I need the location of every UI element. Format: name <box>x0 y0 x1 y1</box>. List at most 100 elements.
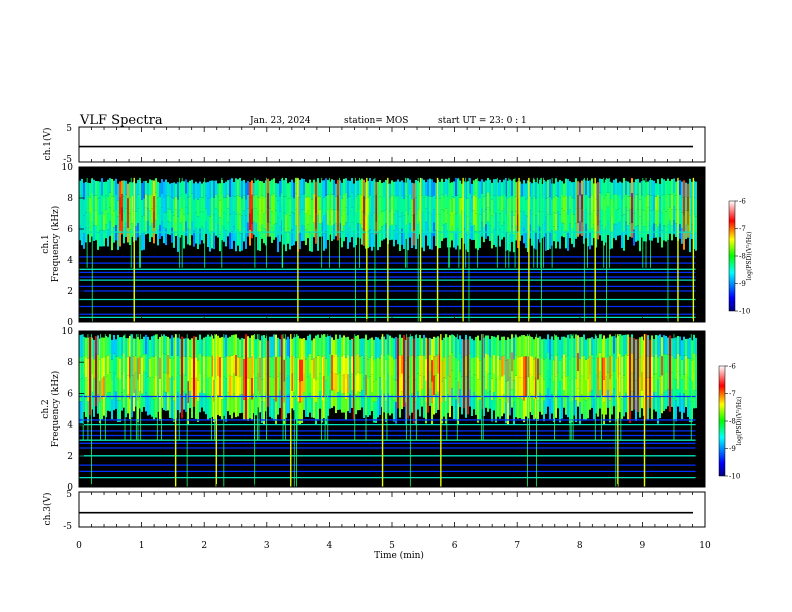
spectrogram-cell <box>163 353 165 373</box>
spectrogram-cell <box>695 216 697 234</box>
spectrogram-cell <box>663 225 665 241</box>
spectrogram-cell <box>183 356 185 375</box>
spectrogram-cell <box>131 334 133 356</box>
spectrogram-cell <box>449 198 451 216</box>
spectrogram-cell <box>319 355 321 374</box>
spectrogram-cell <box>407 214 409 233</box>
spectrogram-cell <box>487 373 489 393</box>
spectrogram-cell <box>111 399 113 420</box>
spectrogram-cell <box>101 337 103 358</box>
spectrogram-cell <box>597 357 599 378</box>
x-tick-label: 8 <box>577 541 583 551</box>
spectrogram-cell <box>119 213 121 231</box>
spectrogram-cell <box>607 178 609 193</box>
spectrogram-cell <box>237 357 239 378</box>
spectrogram-cell <box>193 353 195 372</box>
spectrogram-cell <box>151 336 153 357</box>
spectrogram-cell <box>337 356 339 375</box>
spectrogram-cell <box>219 357 221 377</box>
spectrogram-cell <box>489 179 491 196</box>
spectrogram-cell <box>649 195 651 211</box>
spectrogram-cell <box>263 401 265 425</box>
spectrogram-cell <box>377 216 379 234</box>
spectrogram-cell <box>579 380 581 403</box>
spectrogram-cell <box>525 376 527 397</box>
spectrogram-cell <box>461 339 463 358</box>
spectrogram-cell <box>337 194 339 211</box>
spectrogram-cell <box>493 355 495 374</box>
spectrogram-cell <box>227 194 229 209</box>
spectrogram-cell <box>185 221 187 236</box>
spectrogram-cell <box>123 335 125 354</box>
spectrogram-cell <box>165 212 167 229</box>
spectrogram-cell <box>589 338 591 357</box>
spectrogram-cell <box>459 214 461 233</box>
spectrogram-cell <box>115 178 117 195</box>
spectrogram-cell <box>357 391 359 411</box>
spectrogram-cell <box>521 356 523 378</box>
spectrogram-cell <box>503 179 505 195</box>
spectrogram-cell <box>517 377 519 399</box>
spectrogram-cell <box>361 211 363 229</box>
spectrogram-cell <box>577 388 579 407</box>
spectrogram-cell <box>109 392 111 412</box>
spectrogram-cell <box>137 179 139 195</box>
spectrogram-cell <box>255 377 257 397</box>
spectrogram-cell <box>347 392 349 412</box>
spectrogram-cell <box>217 183 219 197</box>
spectrogram-cell <box>95 195 97 211</box>
spectrogram-cell <box>457 178 459 196</box>
spectrogram-cell <box>171 197 173 213</box>
spectrogram-cell <box>559 197 561 215</box>
spectrogram-cell <box>599 178 601 193</box>
spectrogram-cell <box>623 177 625 197</box>
spectrogram-cell <box>545 198 547 217</box>
spectrogram-cell <box>189 229 191 246</box>
spectrogram-cell <box>237 179 239 196</box>
spectrogram-cell <box>599 371 601 391</box>
spectrogram-cell <box>335 393 337 414</box>
spectrogram-cell <box>355 196 357 213</box>
spectrogram-cell <box>295 399 297 420</box>
spectrogram-cell <box>413 214 415 231</box>
spectrogram-cell <box>551 394 553 414</box>
ch1-spectrogram-ylabel-line2: Frequency (kHz) <box>50 206 61 283</box>
spectrogram-cell <box>427 394 429 413</box>
spectrogram-cell <box>629 223 631 237</box>
spectrogram-cell <box>625 392 627 413</box>
spectrogram-cell <box>655 196 657 211</box>
colorbar-tick-label: -10 <box>729 473 740 481</box>
spectrogram-cell <box>561 194 563 209</box>
spectrogram-cell <box>563 354 565 373</box>
spectrogram-cell <box>513 380 515 403</box>
spectrogram-cell <box>195 357 197 378</box>
spectrogram-cell <box>467 339 469 358</box>
spectrogram-cell <box>519 196 521 212</box>
spectrogram-cell <box>661 212 663 231</box>
spectrogram-cell <box>243 399 245 421</box>
spectrogram-cell <box>387 354 389 374</box>
spectrogram-cell <box>379 230 381 248</box>
spectrogram-cell <box>259 358 261 377</box>
spectrogram-cell <box>129 335 131 357</box>
spectrogram-cell <box>189 373 191 392</box>
spectrogram-cell <box>369 178 371 196</box>
spectrogram-cell <box>97 181 99 199</box>
spectrogram-cell <box>493 195 495 213</box>
spectrogram-cell <box>515 396 517 418</box>
spectrogram-cell <box>595 231 597 248</box>
spectrogram-cell <box>361 178 363 196</box>
spectrogram-cell <box>333 389 335 407</box>
spectrogram-cell <box>141 338 143 358</box>
spectrogram-cell <box>401 355 403 374</box>
spectrogram-cell <box>119 197 121 214</box>
spectrogram-cell <box>329 335 331 354</box>
spectrogram-cell <box>253 182 255 196</box>
spectrogram-cell <box>493 373 495 392</box>
spectrogram-cell <box>369 376 371 397</box>
spectrogram-cell <box>273 377 275 400</box>
spectrogram-cell <box>101 229 103 247</box>
spectrogram-cell <box>209 397 211 419</box>
spectrogram-cell <box>197 360 199 381</box>
